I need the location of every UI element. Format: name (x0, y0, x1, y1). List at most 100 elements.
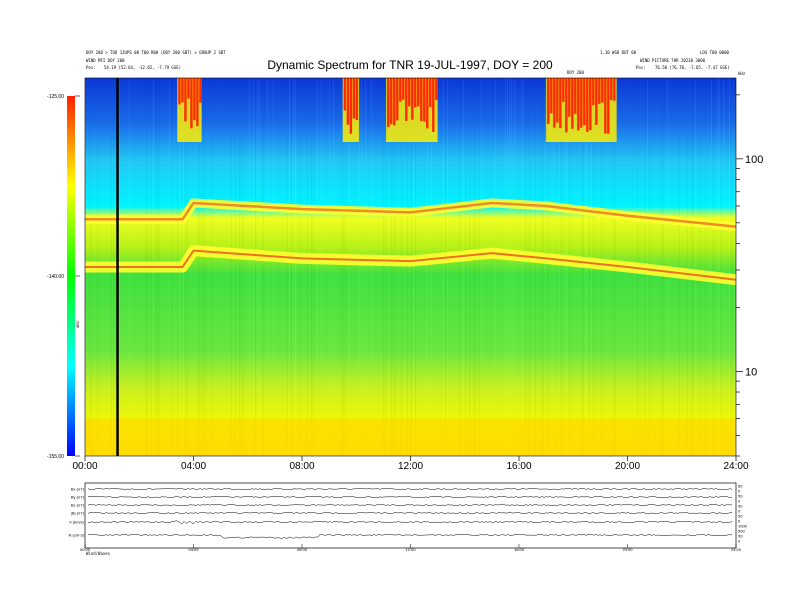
spectrogram-streak (713, 78, 714, 456)
spectrogram-streak (249, 78, 250, 456)
burst-streak (196, 78, 199, 127)
spectrogram-streak (711, 78, 712, 456)
x-tick-label: 04:00 (181, 461, 206, 472)
burst-streak (355, 78, 359, 121)
bottom-row-trace (87, 495, 733, 499)
colorbar-tick-label: -125.00 (47, 94, 64, 100)
spectrogram-streak (525, 78, 526, 456)
spectrogram-streak (693, 78, 694, 456)
spectrogram-streak (447, 78, 448, 456)
spectrogram-streak (413, 78, 414, 456)
spectrogram-streak (321, 78, 322, 456)
bottom-row-label: V (km/s) (69, 520, 85, 525)
colorbar (67, 96, 75, 456)
spectrogram-streak (371, 78, 372, 456)
spectrogram-streak (307, 78, 308, 456)
burst-streak (580, 78, 583, 128)
burst-streak (420, 78, 423, 122)
spectrogram-streak (259, 78, 260, 456)
spectrogram-streak (273, 78, 274, 456)
burst-streak (577, 78, 580, 131)
bottom-right-tick-label: 0 (738, 499, 741, 504)
burst-streak (343, 78, 347, 111)
spectrogram-streak (287, 78, 288, 456)
spectrogram-streak (567, 78, 568, 456)
spectrogram-streak (729, 78, 730, 456)
spectrogram-streak (401, 78, 402, 456)
burst-streak (399, 78, 402, 102)
spectrogram-streak (431, 78, 432, 456)
bottom-x-tick-label: 24:00 (731, 547, 742, 552)
spectrogram-streak (299, 78, 300, 456)
header-info-left-2: WIND MFI DOY 200 (86, 58, 125, 63)
bottom-right-tick-label: 50 (738, 484, 743, 489)
spectrogram-streak (507, 78, 508, 456)
spectrogram-streak (723, 78, 724, 456)
spectrogram-streak (243, 78, 244, 456)
burst-streak (550, 78, 553, 114)
burst-streak (396, 78, 399, 121)
burst-streak (190, 78, 193, 129)
spectrogram-streak (543, 78, 544, 456)
spectrogram-streak (343, 78, 344, 456)
bottom-right-tick-label: 0 (738, 539, 741, 544)
burst-streak (349, 78, 353, 134)
bottom-x-tick-label: 16:00 (514, 547, 525, 552)
spectrogram-streak (289, 78, 290, 456)
colorbar-unit-label: dBV (75, 320, 80, 328)
spectrogram-streak (235, 78, 236, 456)
plasma-line-upper (85, 201, 736, 228)
spectrogram-streak (695, 78, 696, 456)
bottom-right-tick-label: 1000 (738, 524, 748, 529)
spectrogram-streak (231, 78, 232, 456)
spectrogram-streak (495, 78, 496, 456)
spectrogram-streak (475, 78, 476, 456)
spectrogram-streak (205, 78, 206, 456)
spectrogram-streak (267, 78, 268, 456)
position-value-right: 76.50 (76.70, -7.65, -7.47 GSE) (655, 65, 730, 70)
burst-streak (435, 78, 438, 100)
bottom-row-trace (88, 533, 733, 539)
spectrogram-streak (535, 78, 536, 456)
spectrogram-streak (361, 78, 362, 456)
burst-streak (553, 78, 556, 128)
bottom-row-trace (87, 487, 733, 491)
y-tick-label: 10 (745, 366, 757, 378)
bottom-x-tick-label: 12:00 (405, 547, 416, 552)
spectrogram-streak (523, 78, 524, 456)
bottom-footer-label: Wind/Waves (86, 551, 111, 556)
position-value-left: 54.19 (52.64, -12.65, -7.79 GSE) (104, 65, 182, 70)
spectrogram-streak (463, 78, 464, 456)
header-info-right-3: WIND PICTURE THR 20230 3000 (640, 58, 706, 63)
spectrogram-streak (393, 78, 394, 456)
spectrogram-streak (559, 78, 560, 456)
doy-marker-label: DOY 200 (567, 70, 584, 75)
spectrogram-streak (465, 78, 466, 456)
spectrogram-streak (211, 78, 212, 456)
header-info-right-1: 1.10 WSD DUT 00 (600, 50, 637, 55)
spectrogram-streak (201, 78, 202, 456)
spectrogram-streak (395, 78, 396, 456)
burst-streak (390, 78, 393, 125)
position-label-left: Pos: (86, 65, 96, 70)
spectrogram-streak (255, 78, 256, 456)
spectrogram-streak (391, 78, 392, 456)
bottom-row-label: Bx (nT) (71, 487, 85, 492)
spectrogram-streak (333, 78, 334, 456)
burst-streak (178, 78, 181, 105)
burst-streak (556, 78, 559, 123)
burst-streak (583, 78, 586, 126)
spectrogram-streak (721, 78, 722, 456)
burst-streak (408, 78, 411, 107)
plasma-line-lower (85, 249, 736, 281)
spectrogram-streak (459, 78, 460, 456)
spectrogram-streak (365, 78, 366, 456)
y-tick-label: 100 (745, 154, 763, 166)
burst-streak (568, 78, 571, 117)
burst-streak (432, 78, 435, 132)
chart-title: Dynamic Spectrum for TNR 19-JUL-1997, DO… (267, 58, 553, 72)
burst-streak (402, 78, 405, 100)
burst-streak (598, 78, 601, 104)
spectrogram-streak (291, 78, 292, 456)
bottom-row-label: N (cm-3) (68, 533, 84, 538)
